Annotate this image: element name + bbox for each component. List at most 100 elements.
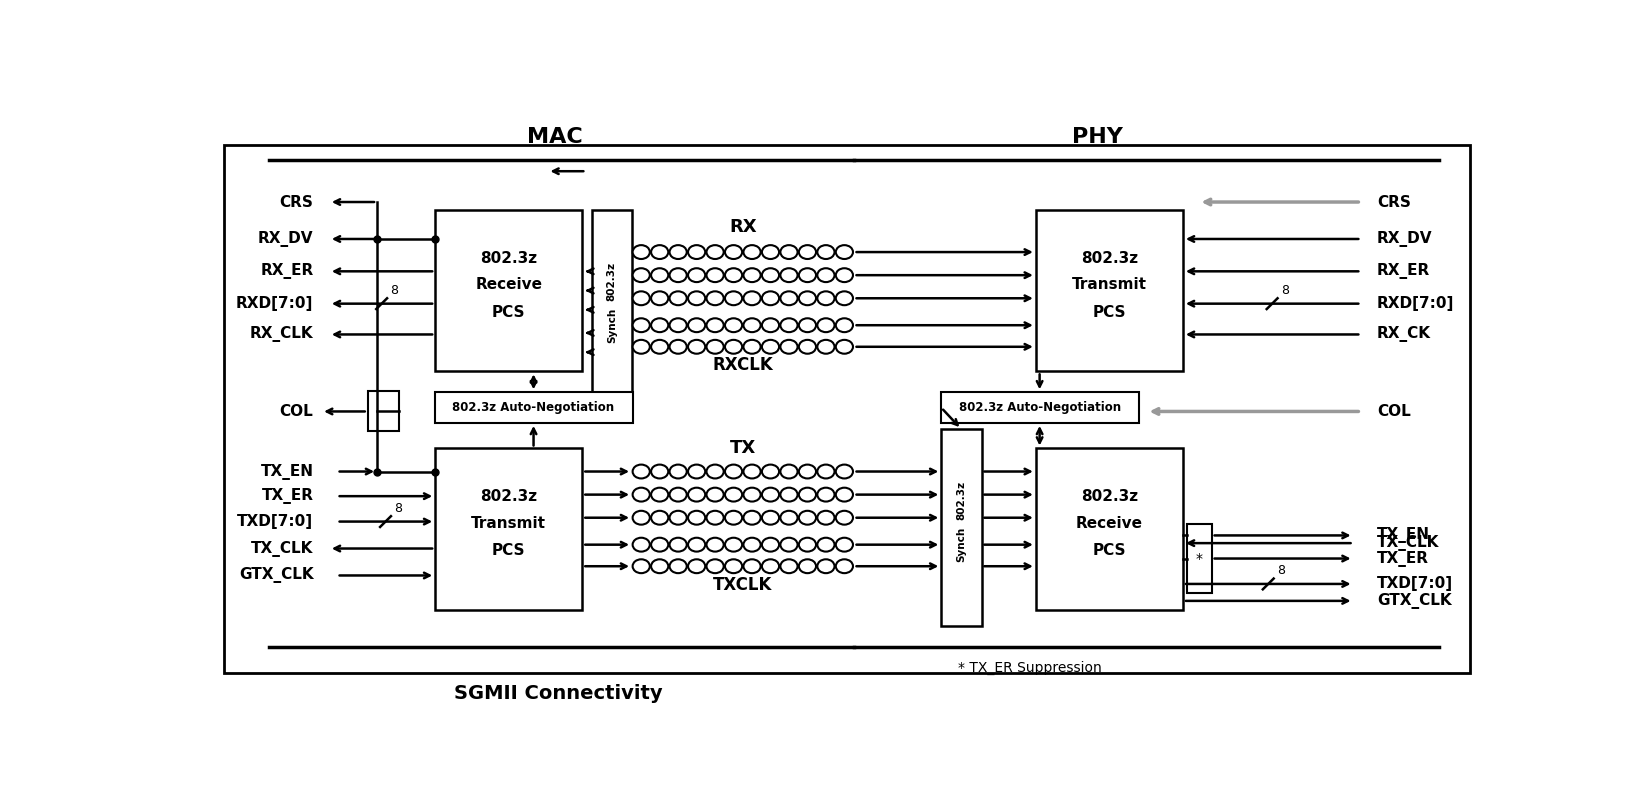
Ellipse shape bbox=[669, 268, 687, 282]
Bar bbox=[434, 392, 633, 423]
Ellipse shape bbox=[725, 538, 742, 551]
Ellipse shape bbox=[633, 291, 649, 305]
Text: TXCLK: TXCLK bbox=[714, 575, 773, 594]
Ellipse shape bbox=[707, 245, 724, 259]
Ellipse shape bbox=[669, 538, 687, 551]
Ellipse shape bbox=[707, 268, 724, 282]
Text: 802.3z: 802.3z bbox=[957, 481, 966, 520]
Ellipse shape bbox=[669, 318, 687, 332]
Text: RXD[7:0]: RXD[7:0] bbox=[1376, 296, 1454, 311]
Text: PCS: PCS bbox=[1092, 305, 1127, 320]
Ellipse shape bbox=[836, 488, 852, 502]
Text: TX_CLK: TX_CLK bbox=[1376, 535, 1439, 551]
Text: 802.3z: 802.3z bbox=[606, 262, 616, 301]
Ellipse shape bbox=[651, 245, 669, 259]
Text: RX_ER: RX_ER bbox=[261, 263, 314, 279]
Text: 8: 8 bbox=[395, 502, 401, 515]
Ellipse shape bbox=[780, 245, 798, 259]
Ellipse shape bbox=[836, 291, 852, 305]
Ellipse shape bbox=[725, 488, 742, 502]
Ellipse shape bbox=[762, 291, 780, 305]
Text: 802.3z: 802.3z bbox=[1080, 251, 1138, 266]
Text: MAC: MAC bbox=[527, 127, 583, 147]
Text: TXD[7:0]: TXD[7:0] bbox=[238, 514, 314, 529]
Ellipse shape bbox=[743, 559, 760, 573]
Bar bbox=[942, 429, 981, 626]
Ellipse shape bbox=[836, 340, 852, 354]
Text: Synch: Synch bbox=[957, 527, 966, 563]
Text: CRS: CRS bbox=[1376, 195, 1411, 210]
Text: RX_CK: RX_CK bbox=[1376, 326, 1431, 342]
Ellipse shape bbox=[800, 340, 816, 354]
Ellipse shape bbox=[762, 511, 780, 524]
Ellipse shape bbox=[780, 511, 798, 524]
Ellipse shape bbox=[780, 464, 798, 479]
Ellipse shape bbox=[669, 291, 687, 305]
Ellipse shape bbox=[780, 340, 798, 354]
Ellipse shape bbox=[743, 538, 760, 551]
Ellipse shape bbox=[780, 291, 798, 305]
Text: TX_CLK: TX_CLK bbox=[251, 540, 314, 556]
Ellipse shape bbox=[687, 511, 705, 524]
Ellipse shape bbox=[836, 318, 852, 332]
Bar bbox=[591, 210, 633, 406]
Ellipse shape bbox=[818, 340, 834, 354]
Ellipse shape bbox=[687, 268, 705, 282]
Ellipse shape bbox=[669, 511, 687, 524]
Text: 802.3z Auto-Negotiation: 802.3z Auto-Negotiation bbox=[958, 401, 1120, 414]
Ellipse shape bbox=[743, 245, 760, 259]
Ellipse shape bbox=[725, 268, 742, 282]
Ellipse shape bbox=[836, 559, 852, 573]
Ellipse shape bbox=[818, 464, 834, 479]
Text: *: * bbox=[1196, 551, 1203, 566]
Ellipse shape bbox=[762, 318, 780, 332]
Ellipse shape bbox=[707, 464, 724, 479]
Ellipse shape bbox=[800, 488, 816, 502]
Ellipse shape bbox=[800, 245, 816, 259]
Ellipse shape bbox=[651, 340, 669, 354]
Ellipse shape bbox=[800, 464, 816, 479]
Ellipse shape bbox=[836, 464, 852, 479]
Ellipse shape bbox=[633, 464, 649, 479]
Ellipse shape bbox=[633, 245, 649, 259]
Ellipse shape bbox=[669, 559, 687, 573]
Text: RXCLK: RXCLK bbox=[712, 356, 773, 374]
Ellipse shape bbox=[725, 511, 742, 524]
Ellipse shape bbox=[669, 245, 687, 259]
Ellipse shape bbox=[687, 538, 705, 551]
Ellipse shape bbox=[651, 464, 669, 479]
Ellipse shape bbox=[687, 559, 705, 573]
Text: TX_EN: TX_EN bbox=[1376, 527, 1429, 543]
Ellipse shape bbox=[725, 559, 742, 573]
Text: 8: 8 bbox=[1280, 284, 1289, 297]
Text: 802.3z: 802.3z bbox=[1080, 489, 1138, 504]
Ellipse shape bbox=[762, 488, 780, 502]
Ellipse shape bbox=[780, 538, 798, 551]
Ellipse shape bbox=[651, 538, 669, 551]
Text: COL: COL bbox=[279, 404, 314, 419]
Ellipse shape bbox=[725, 318, 742, 332]
Ellipse shape bbox=[800, 291, 816, 305]
Ellipse shape bbox=[818, 538, 834, 551]
Ellipse shape bbox=[800, 268, 816, 282]
Text: PCS: PCS bbox=[492, 305, 525, 320]
Text: 8: 8 bbox=[390, 284, 398, 297]
Text: 802.3z: 802.3z bbox=[481, 489, 537, 504]
Text: 8: 8 bbox=[1277, 564, 1285, 577]
Ellipse shape bbox=[687, 340, 705, 354]
Ellipse shape bbox=[818, 245, 834, 259]
Text: 802.3z: 802.3z bbox=[481, 251, 537, 266]
Ellipse shape bbox=[707, 559, 724, 573]
Bar bbox=[434, 210, 583, 371]
Ellipse shape bbox=[836, 511, 852, 524]
Ellipse shape bbox=[633, 318, 649, 332]
Ellipse shape bbox=[762, 340, 780, 354]
Text: 802.3z Auto-Negotiation: 802.3z Auto-Negotiation bbox=[453, 401, 615, 414]
Ellipse shape bbox=[651, 559, 669, 573]
Ellipse shape bbox=[743, 511, 760, 524]
Ellipse shape bbox=[669, 464, 687, 479]
Text: PCS: PCS bbox=[1092, 543, 1127, 559]
Ellipse shape bbox=[687, 488, 705, 502]
Text: TX_ER: TX_ER bbox=[261, 488, 314, 504]
Text: GTX_CLK: GTX_CLK bbox=[240, 567, 314, 583]
